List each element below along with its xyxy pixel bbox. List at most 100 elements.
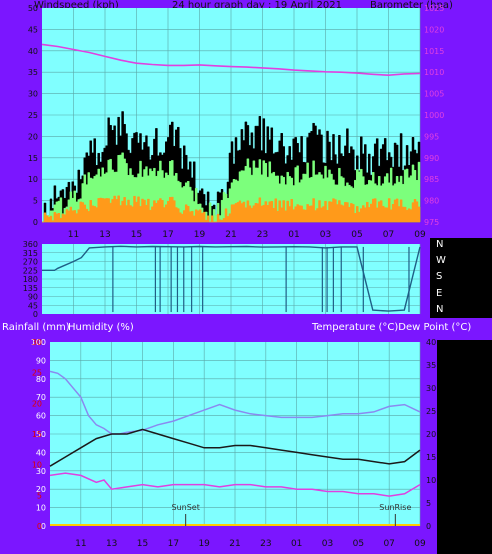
direction-tick-label: 0: [33, 310, 38, 319]
barometer-tick-label: 1020: [424, 25, 444, 34]
temperature-tick-label: 30: [426, 384, 436, 393]
direction-tick-label: 360: [23, 240, 38, 249]
x-tick-label: 19: [198, 539, 210, 549]
wind-direction-series: [42, 245, 421, 312]
windspeed-tick-label: 50: [28, 4, 38, 13]
barometer-tick-label: 990: [424, 154, 439, 163]
barometer-tick-label: 1005: [424, 90, 444, 99]
temperature-series: [49, 428, 421, 467]
direction-tick-label: 135: [23, 284, 38, 293]
top-right-frame: [445, 0, 492, 238]
windspeed-tick-label: 25: [28, 111, 38, 120]
compass-e: E: [436, 288, 443, 299]
rainfall-tick-label: 30: [32, 338, 42, 347]
humidity-tick-label: 80: [36, 375, 46, 384]
windspeed-tick-label: 0: [33, 218, 38, 227]
x-tick-label: 07: [383, 230, 394, 240]
rainfall-axis-label: Rainfall (mm): [2, 322, 70, 333]
compass-n-top: N: [436, 239, 444, 250]
compass-w: W: [436, 255, 446, 266]
humidity-tick-label: 90: [36, 356, 46, 365]
temperature-tick-label: 25: [426, 407, 436, 416]
wind-low-series: [42, 195, 421, 223]
sunset-annotation: SunSet: [171, 503, 199, 512]
direction-tick-label: 45: [28, 301, 38, 310]
barometer-axis-label: Barometer (hpa): [370, 0, 453, 11]
barometer-tick-label: 975: [424, 218, 439, 227]
sunrise-annotation: SunRise: [379, 503, 411, 512]
humidity-tick-label: 60: [36, 412, 46, 421]
x-tick-label: 17: [168, 539, 179, 549]
compass-s: S: [436, 271, 443, 282]
barometer-tick-label: 1000: [424, 111, 444, 120]
barometer-tick-label: 980: [424, 197, 439, 206]
x-tick-label: 13: [106, 539, 117, 549]
chart-title: 24 hour graph day : 19 April 2021: [172, 0, 342, 11]
temperature-tick-label: 35: [426, 361, 436, 370]
windspeed-tick-label: 20: [28, 132, 38, 141]
rainfall-tick-label: 20: [32, 399, 42, 408]
humidity-tick-label: 10: [36, 504, 46, 513]
windspeed-tick-label: 5: [33, 197, 38, 206]
humidity-tick-label: 100: [31, 338, 46, 347]
compass-n-bottom: N: [436, 304, 444, 315]
windspeed-tick-label: 15: [28, 154, 38, 163]
x-tick-label: 09: [414, 230, 426, 240]
barometer-tick-label: 985: [424, 175, 439, 184]
windspeed-tick-label: 45: [28, 25, 38, 34]
temperature-tick-label: 40: [426, 338, 436, 347]
direction-tick-label: 270: [23, 258, 38, 267]
temperature-tick-label: 10: [426, 476, 436, 485]
temperature-tick-label: 5: [426, 499, 431, 508]
humidity-tick-label: 20: [36, 485, 46, 494]
x-tick-label: 09: [414, 539, 426, 549]
humidity-tick-label: 50: [36, 430, 46, 439]
x-tick-label: 19: [194, 230, 206, 240]
x-tick-label: 03: [320, 230, 331, 240]
windspeed-tick-label: 35: [28, 68, 38, 77]
humidity-axis-label: Humidity (%): [68, 322, 134, 333]
direction-tick-label: 180: [23, 275, 38, 284]
windspeed-tick-label: 40: [28, 47, 38, 56]
x-tick-label: 17: [162, 230, 173, 240]
x-tick-label: 11: [68, 230, 79, 240]
humidity-tick-label: 70: [36, 393, 46, 402]
bottom-right-black: [437, 340, 492, 554]
x-tick-label: 23: [260, 539, 271, 549]
rainfall-tick-label: 15: [32, 430, 42, 439]
direction-tick-label: 315: [23, 249, 38, 258]
temperature-dewpoint-axis-label: Temperature (°C)Dew Point (°C): [312, 322, 472, 333]
rainfall-tick-label: 0: [37, 522, 42, 531]
rainfall-tick-label: 5: [37, 491, 42, 500]
x-tick-label: 05: [351, 230, 362, 240]
temperature-tick-label: 15: [426, 453, 436, 462]
barometer-series: [41, 43, 421, 77]
x-tick-label: 07: [383, 539, 394, 549]
barometer-tick-label: 1025: [424, 4, 444, 13]
x-tick-label: 01: [291, 539, 302, 549]
x-tick-label: 21: [229, 539, 240, 549]
dewpoint-series: [49, 472, 421, 497]
x-tick-label: 01: [288, 230, 299, 240]
mid-header-frame: [0, 318, 492, 340]
x-tick-label: 15: [131, 230, 142, 240]
direction-tick-label: 90: [28, 293, 38, 302]
windspeed-tick-label: 10: [28, 175, 38, 184]
rainfall-tick-label: 25: [32, 369, 42, 378]
temperature-tick-label: 20: [426, 430, 436, 439]
barometer-tick-label: 995: [424, 132, 439, 141]
x-tick-label: 13: [99, 230, 110, 240]
x-tick-label: 15: [137, 539, 148, 549]
x-tick-label: 05: [353, 539, 364, 549]
barometer-tick-label: 1010: [424, 68, 444, 77]
barometer-tick-label: 1015: [424, 47, 444, 56]
rainfall-tick-label: 10: [32, 461, 42, 470]
windspeed-tick-label: 30: [28, 90, 38, 99]
x-tick-label: 03: [322, 539, 333, 549]
humidity-tick-label: 40: [36, 448, 46, 457]
windspeed-axis-label: Windspeed (kph): [34, 0, 119, 11]
direction-tick-label: 225: [23, 266, 38, 275]
temperature-tick-label: 0: [426, 522, 431, 531]
humidity-tick-label: 30: [36, 467, 46, 476]
